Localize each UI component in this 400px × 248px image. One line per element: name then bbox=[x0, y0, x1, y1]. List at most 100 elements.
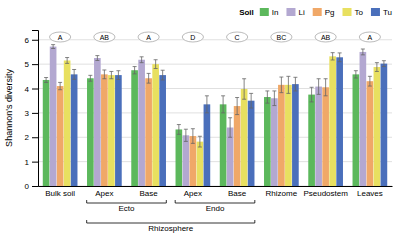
error-bar bbox=[95, 56, 99, 61]
y-tick-mark bbox=[32, 162, 38, 163]
legend-label: Tu bbox=[383, 8, 392, 17]
error-bar bbox=[317, 79, 321, 95]
bar bbox=[220, 104, 227, 186]
bar bbox=[176, 129, 183, 186]
bar bbox=[115, 75, 122, 186]
error-bar bbox=[221, 96, 225, 113]
error-bar bbox=[331, 53, 335, 60]
error-bar bbox=[382, 61, 386, 67]
error-bar bbox=[44, 78, 48, 83]
significance-label: C bbox=[235, 34, 240, 41]
error-bar bbox=[205, 96, 209, 113]
legend: SoilInLiPgToTu bbox=[239, 8, 392, 17]
y-tick: 0 bbox=[25, 182, 38, 191]
error-bar bbox=[72, 69, 76, 79]
error-bar bbox=[184, 129, 188, 141]
y-axis-line bbox=[32, 31, 39, 187]
error-bar bbox=[109, 71, 113, 78]
bar bbox=[50, 47, 57, 186]
x-tick-label: Pseudostem bbox=[303, 189, 348, 198]
bar-series bbox=[43, 67, 359, 186]
error-bar bbox=[375, 63, 379, 72]
y-tick-label: 4 bbox=[25, 85, 30, 94]
bar bbox=[292, 84, 299, 186]
error-bar bbox=[154, 60, 158, 69]
x-tick: Apex bbox=[95, 186, 113, 198]
x-tick-label: Base bbox=[140, 189, 159, 198]
chart: 0123456Bulk soilApexBaseApexBaseRhizomeP… bbox=[0, 0, 400, 248]
x-tick: Pseudostem bbox=[303, 186, 348, 198]
significance-label: A bbox=[146, 34, 151, 41]
significance-label: AB bbox=[100, 34, 110, 41]
bar bbox=[159, 75, 166, 186]
error-bar bbox=[65, 58, 69, 64]
error-bar bbox=[133, 67, 137, 74]
grid-line bbox=[38, 39, 392, 40]
bar bbox=[285, 85, 292, 186]
y-tick-label: 1 bbox=[25, 158, 30, 167]
legend-label: To bbox=[355, 8, 364, 17]
significance-oval bbox=[94, 32, 115, 42]
legend-swatch bbox=[343, 8, 352, 16]
plot: 0123456Bulk soilApexBaseApexBaseRhizomeP… bbox=[25, 31, 393, 233]
error-bar bbox=[361, 49, 365, 55]
significance-oval bbox=[182, 32, 203, 42]
significance-label: D bbox=[190, 34, 195, 41]
bar bbox=[264, 97, 271, 186]
x-tick: Leaves bbox=[357, 186, 383, 198]
significance-label: A bbox=[368, 34, 373, 41]
x-tick-label: Bulk soil bbox=[45, 189, 75, 198]
x-tick: Base bbox=[228, 186, 247, 198]
x-tick-label: Rhizome bbox=[266, 189, 298, 198]
y-tick-mark bbox=[32, 186, 38, 187]
y-tick: 1 bbox=[25, 158, 38, 167]
error-bar bbox=[279, 77, 283, 93]
legend-label: Pg bbox=[325, 8, 335, 17]
y-axis-title: Shannon's diversity bbox=[4, 69, 14, 147]
bar bbox=[278, 85, 285, 186]
legend-title: Soil bbox=[239, 8, 254, 17]
y-tick-label: 3 bbox=[25, 109, 30, 118]
bracket-label: Ecto bbox=[118, 204, 135, 213]
error-bar bbox=[272, 91, 276, 106]
significance-oval bbox=[50, 32, 71, 42]
error-bar bbox=[324, 79, 328, 96]
bar bbox=[360, 52, 367, 186]
error-bar bbox=[235, 98, 239, 115]
bar bbox=[381, 64, 388, 186]
x-tick-label: Leaves bbox=[357, 189, 383, 198]
y-tick: 2 bbox=[25, 133, 38, 142]
y-tick-label: 6 bbox=[25, 36, 30, 45]
error-bar bbox=[198, 136, 202, 147]
bar bbox=[315, 87, 322, 186]
error-bar bbox=[228, 118, 232, 138]
error-bar bbox=[242, 79, 246, 99]
error-bar bbox=[177, 125, 181, 135]
y-tick-label: 5 bbox=[25, 60, 30, 69]
error-bar bbox=[51, 45, 55, 49]
bar bbox=[71, 74, 78, 186]
bar-series bbox=[57, 70, 373, 186]
bars bbox=[43, 45, 387, 186]
bar-series bbox=[71, 53, 387, 186]
significance-oval bbox=[315, 32, 336, 42]
error-bar bbox=[191, 129, 195, 144]
bar bbox=[374, 67, 381, 186]
legend-swatch bbox=[371, 8, 380, 16]
bar bbox=[204, 104, 211, 186]
error-bar bbox=[368, 76, 372, 86]
significance: AABADCBCABA bbox=[50, 32, 381, 42]
significance-oval bbox=[138, 32, 159, 42]
error-bar bbox=[147, 73, 151, 83]
error-bar bbox=[58, 82, 62, 89]
bar bbox=[367, 81, 374, 186]
x-tick: Base bbox=[140, 186, 159, 198]
bracket-label: Endo bbox=[206, 204, 225, 213]
x-tick-label: Base bbox=[228, 189, 247, 198]
error-bar bbox=[310, 87, 314, 102]
x-axis: Bulk soilApexBaseApexBaseRhizomePseudost… bbox=[39, 186, 393, 198]
error-bar bbox=[249, 93, 253, 108]
bracket bbox=[87, 220, 255, 223]
bar-series bbox=[50, 45, 366, 186]
x-tick: Rhizome bbox=[266, 186, 298, 198]
